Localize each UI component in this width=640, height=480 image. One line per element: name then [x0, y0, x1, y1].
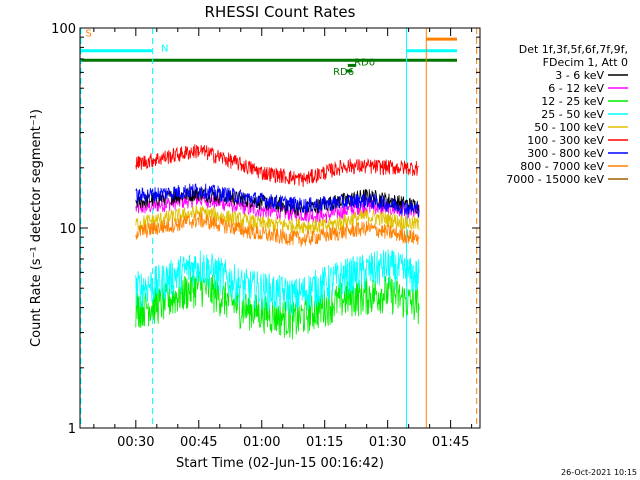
series-line-6 — [135, 183, 420, 218]
x-axis-label: Start Time (02-Jun-15 00:16:42) — [176, 456, 384, 471]
legend-label-1: 6 - 12 keV — [548, 82, 604, 95]
series-layer — [135, 144, 420, 340]
series-line-2 — [135, 271, 420, 340]
series-line-3 — [135, 249, 420, 316]
legend-header-line-1: FDecim 1, Att 0 — [543, 56, 628, 69]
x-tick-label-5: 01:45 — [432, 435, 469, 450]
annotation-rd6: RD6 — [333, 67, 354, 78]
y-axis-label: Count Rate (s⁻¹ detector segment⁻¹) — [29, 109, 44, 347]
x-tick-label-1: 00:45 — [180, 435, 217, 450]
legend-label-4: 50 - 100 keV — [534, 121, 604, 134]
legend-label-8: 7000 - 15000 keV — [506, 173, 604, 186]
legend-header-line-0: Det 1f,3f,5f,6f,7f,9f, — [519, 43, 628, 56]
x-tick-label-4: 01:30 — [369, 435, 406, 450]
legend-label-0: 3 - 6 keV — [555, 69, 604, 82]
chart-title: RHESSI Count Rates — [205, 3, 356, 21]
legend-label-6: 300 - 800 keV — [527, 147, 604, 160]
annotation-rd0: RD0 — [354, 57, 375, 68]
footer-date: 26-Oct-2021 10:15 — [561, 468, 637, 477]
y-tick-label-2: 100 — [51, 22, 76, 37]
y-tick-label-0: 1 — [68, 422, 76, 437]
legend-label-7: 800 - 7000 keV — [520, 160, 604, 173]
annotation-n: N — [161, 43, 168, 54]
x-tick-label-2: 01:00 — [243, 435, 280, 450]
series-line-7 — [135, 144, 420, 188]
series-line-5 — [135, 212, 420, 247]
y-tick-label-1: 10 — [59, 222, 76, 237]
legend-label-2: 12 - 25 keV — [541, 95, 604, 108]
legend-label-3: 25 - 50 keV — [541, 108, 604, 121]
x-tick-label-0: 00:30 — [117, 435, 154, 450]
axes-layer: 00:30 00:45 01:00 01:15 01:30 01:45 1 10 100 — [51, 22, 480, 450]
legend-label-5: 100 - 300 keV — [527, 134, 604, 147]
annotation-s: S — [85, 28, 91, 39]
flag-bars-layer — [80, 37, 457, 73]
x-tick-label-3: 01:15 — [306, 435, 343, 450]
legend: Det 1f,3f,5f,6f,7f,9f,FDecim 1, Att 03 -… — [506, 43, 628, 186]
